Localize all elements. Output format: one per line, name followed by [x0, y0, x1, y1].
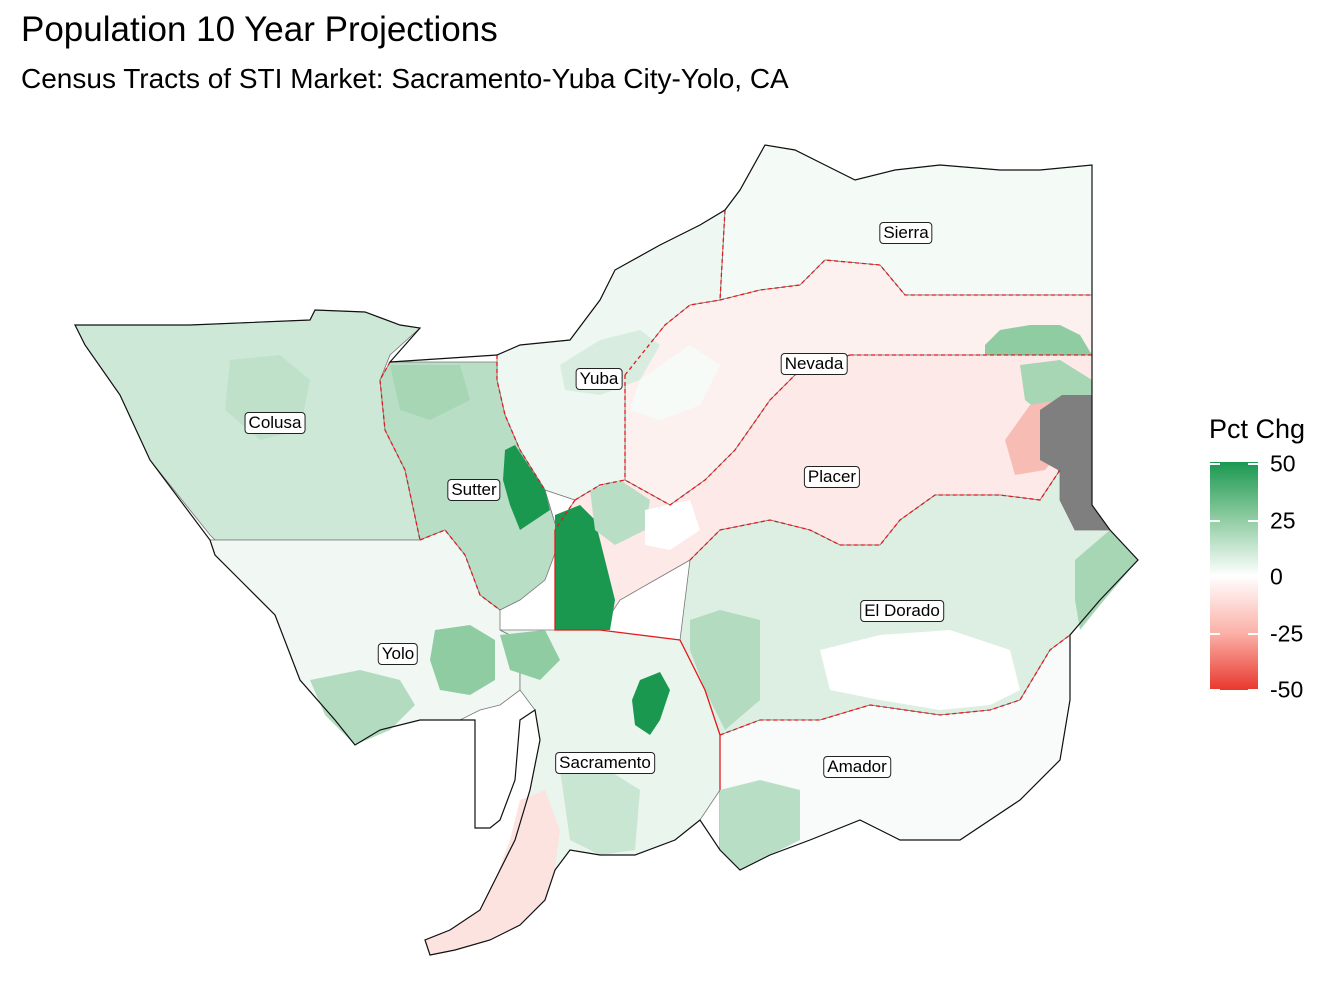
tract-sacramento-south-red: [425, 790, 560, 955]
tract-nevada-east-green: [985, 325, 1092, 355]
legend-title: Pct Chg: [1209, 414, 1306, 444]
tract-sacramento-green-south: [560, 765, 640, 855]
legend-label-neg25: -25: [1270, 620, 1304, 647]
county-label-el-dorado: El Dorado: [860, 600, 944, 622]
tract-sutter-light: [390, 365, 470, 420]
legend-tick-mark: [1248, 520, 1258, 522]
map-title: Population 10 Year Projections: [21, 10, 498, 49]
legend-tick-mark: [1210, 463, 1220, 465]
tract-yolo-green-2: [310, 670, 415, 745]
county-label-yuba: Yuba: [575, 368, 623, 390]
tract-nevada-light-1: [630, 345, 720, 420]
region-outline: [74, 144, 1139, 956]
legend-tick-mark: [1248, 463, 1258, 465]
county-boundaries: [379, 209, 1092, 736]
tract-placer-roseville-dark: [555, 505, 615, 630]
county-label-sierra: Sierra: [879, 222, 933, 244]
legend-tick-mark: [1210, 633, 1220, 635]
legend-tick-mark: [1210, 689, 1220, 691]
county-label-yolo: Yolo: [377, 643, 419, 665]
legend-tick-mark: [1248, 689, 1258, 691]
tract-el-dorado-east-green: [1075, 530, 1138, 630]
legend-tick-mark: [1248, 633, 1258, 635]
county-label-nevada: Nevada: [780, 353, 848, 375]
legend-tick-mark: [1210, 520, 1220, 522]
county-label-colusa: Colusa: [244, 412, 306, 434]
legend-label-50: 50: [1270, 450, 1296, 477]
county-label-sacramento: Sacramento: [555, 752, 655, 774]
county-boundaries-solid: [554, 530, 721, 790]
tract-placer-white: [645, 500, 700, 550]
tract-el-dorado-white: [820, 630, 1020, 710]
county-label-placer: Placer: [803, 466, 861, 488]
legend-label-25: 25: [1270, 507, 1296, 534]
tract-sacramento-dark: [632, 672, 670, 735]
legend-tick-mark: [1210, 576, 1220, 578]
map-subtitle: Census Tracts of STI Market: Sacramento-…: [21, 63, 789, 94]
county-label-sutter: Sutter: [447, 479, 501, 501]
tract-yolo-green-1: [430, 625, 495, 695]
tract-placer-na: [1040, 395, 1110, 530]
tract-sacramento-green: [500, 630, 560, 680]
tract-amador-green: [720, 780, 800, 870]
tract-placer-light-green: [590, 480, 650, 545]
legend-label-0: 0: [1270, 563, 1283, 590]
legend-tick-mark: [1248, 576, 1258, 578]
legend-label-neg50: -50: [1270, 676, 1304, 703]
county-label-amador: Amador: [823, 756, 891, 778]
tract-sutter-dark: [503, 445, 550, 530]
tract-el-dorado-west-green: [690, 610, 760, 730]
